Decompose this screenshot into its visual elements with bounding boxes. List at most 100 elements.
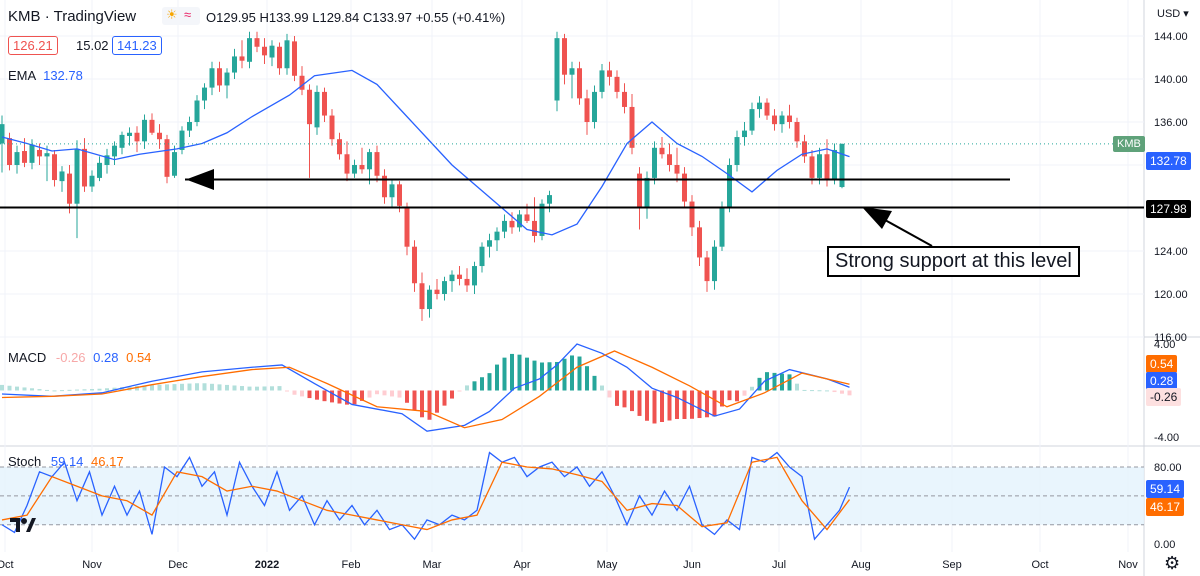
candle-63 [472, 261, 477, 294]
macd-line [1, 343, 850, 432]
candle-body [329, 115, 335, 140]
macd-hist-bar-96 [240, 386, 244, 391]
macd-hist-bar-264 [660, 390, 664, 422]
candle-body [697, 227, 702, 258]
price-tick-label-1: 140.00 [1154, 74, 1188, 86]
candle-body [172, 152, 177, 176]
candle-0 [0, 115, 5, 173]
macd-hist-bar-210 [525, 357, 529, 391]
macd-hist-bar-300 [750, 386, 754, 391]
candle-body [569, 68, 575, 75]
candle-body [719, 208, 725, 247]
candle-85 [637, 167, 642, 230]
candle-body [337, 139, 342, 155]
candle-76 [569, 61, 575, 99]
macd-hist-bar-333 [832, 390, 837, 393]
candle-body [119, 134, 125, 148]
candle-body [74, 148, 80, 204]
candle-67 [502, 214, 507, 239]
macd-hist-bar-54 [135, 386, 139, 391]
bb-mid-value: 15.02 [76, 38, 109, 53]
candle-body [779, 115, 785, 125]
candle-34 [254, 31, 260, 53]
chart-title: KMB · TradingView [8, 8, 136, 25]
macd-hist-bar-294 [735, 390, 739, 402]
candle-58 [434, 278, 440, 300]
candle-23 [172, 145, 177, 178]
tradingview-logo-icon[interactable] [8, 514, 38, 536]
stoch-d-tag: 46.17 [1146, 498, 1185, 516]
macd-hist-bar-330 [825, 390, 829, 392]
macd-line-value: 0.28 [93, 350, 119, 365]
x-tick-label-13: Nov [1118, 559, 1138, 571]
macd-hist-bar-108 [270, 386, 274, 391]
candle-91 [682, 167, 687, 208]
candle-65 [487, 233, 492, 258]
stoch-tick-label-1: 0.00 [1154, 539, 1175, 551]
macd-hist-bar-93 [232, 385, 237, 391]
candle-body [194, 100, 200, 122]
candle-77 [577, 61, 582, 105]
macd-hist-bar-3 [7, 385, 12, 391]
price-tick-label-6: 116.00 [1154, 332, 1187, 344]
candle-body [112, 145, 117, 157]
x-tick-label-0: Oct [0, 559, 14, 571]
candle-body [562, 38, 567, 75]
macd-signal-value: 0.54 [126, 350, 152, 365]
candle-body [22, 151, 27, 163]
candle-103 [772, 109, 777, 131]
candle-80 [599, 63, 605, 99]
market-status-badge[interactable]: ☀ ≈ [162, 7, 200, 25]
candle-body [209, 68, 215, 88]
stoch-d-line [1, 456, 851, 531]
macd-hist-bar-231 [577, 356, 582, 391]
candle-6 [44, 145, 50, 182]
macd-hist-bar-111 [277, 386, 282, 391]
title-separator: · [44, 8, 50, 25]
macd-hist-bar-36 [90, 389, 94, 391]
candle-body [314, 91, 320, 128]
macd-hist-bar-267 [667, 390, 672, 421]
candle-body [284, 40, 290, 69]
candle-body [479, 246, 485, 267]
candle-body [734, 137, 740, 165]
candle-body [727, 165, 732, 208]
candle-body [472, 266, 477, 286]
macd-legend: MACD -0.26 0.28 0.54 [8, 350, 151, 365]
platform-name: TradingView [53, 8, 137, 25]
macd-hist-bar-75 [187, 383, 192, 391]
macd-hist-bar-285 [712, 390, 717, 417]
candle-56 [419, 272, 425, 321]
candle-body [599, 70, 605, 92]
settings-gear-icon[interactable]: ⚙ [1164, 553, 1181, 573]
macd-hist-bar-195 [487, 373, 492, 391]
candle-81 [607, 61, 612, 86]
candle-body [749, 109, 755, 131]
candle-47 [352, 159, 357, 178]
symbol-price-tag: KMB [1113, 136, 1145, 152]
candle-body [802, 141, 807, 157]
candle-79 [592, 85, 597, 129]
candle-93 [697, 220, 702, 267]
candle-body [607, 70, 612, 77]
candle-51 [382, 169, 387, 204]
macd-plot [0, 343, 852, 432]
candle-body [577, 68, 582, 99]
candle-105 [787, 104, 792, 129]
x-tick-label-11: Sep [942, 559, 962, 571]
candle-body [134, 132, 140, 142]
ohlc-readout: O129.95 H133.99 L129.84 C133.97 +0.55 (+… [206, 10, 506, 25]
candle-body [584, 98, 590, 122]
ema-legend: EMA 132.78 [8, 68, 83, 83]
macd-hist-bar-63 [157, 384, 162, 391]
candle-106 [794, 117, 800, 148]
macd-hist-bar-186 [465, 385, 469, 391]
candle-19 [142, 114, 147, 149]
candle-44 [329, 109, 335, 146]
macd-hist-bar-162 [405, 390, 409, 403]
currency-label[interactable]: USD ▾ [1157, 8, 1189, 20]
chevron-down-icon: ▾ [1180, 8, 1189, 20]
support-annotation[interactable]: Strong support at this level [827, 246, 1080, 277]
candle-body [269, 45, 275, 58]
